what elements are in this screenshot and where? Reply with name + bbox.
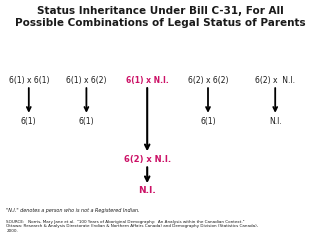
Text: SOURCE:   Norris, Mary Jane et al.  "100 Years of Aboriginal Demography:  An Ana: SOURCE: Norris, Mary Jane et al. "100 Ye…	[6, 220, 259, 233]
Text: 6(1): 6(1)	[79, 117, 94, 126]
Text: N.I.: N.I.	[138, 186, 156, 195]
Text: N.I.: N.I.	[269, 117, 282, 126]
Text: 6(1) x N.I.: 6(1) x N.I.	[126, 76, 169, 85]
Text: 6(2) x 6(2): 6(2) x 6(2)	[188, 76, 228, 85]
Text: 6(1): 6(1)	[21, 117, 36, 126]
Text: 6(1) x 6(2): 6(1) x 6(2)	[66, 76, 107, 85]
Text: 6(1) x 6(1): 6(1) x 6(1)	[9, 76, 49, 85]
Text: Status Inheritance Under Bill C-31, For All
Possible Combinations of Legal Statu: Status Inheritance Under Bill C-31, For …	[15, 6, 305, 28]
Text: "N.I." denotes a person who is not a Registered Indian.: "N.I." denotes a person who is not a Reg…	[6, 208, 140, 213]
Text: 6(2) x  N.I.: 6(2) x N.I.	[255, 76, 295, 85]
Text: 6(2) x N.I.: 6(2) x N.I.	[124, 155, 171, 164]
Text: 6(1): 6(1)	[200, 117, 216, 126]
